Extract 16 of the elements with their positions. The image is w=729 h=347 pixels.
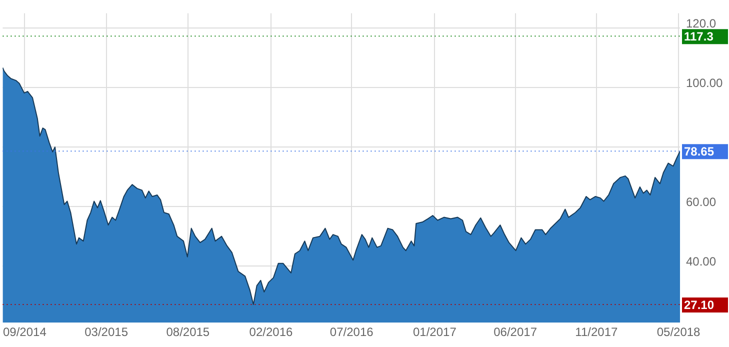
x-tick-label: 06/2017 <box>494 325 538 340</box>
y-tick-label: 100.00 <box>686 76 724 90</box>
x-tick-label: 01/2017 <box>412 325 457 340</box>
x-tick-label: 08/2015 <box>166 325 210 340</box>
y-tick-label: 60.00 <box>686 194 716 209</box>
x-tick-label: 05/2018 <box>656 325 701 340</box>
ref-line-label: 78.65 <box>684 144 714 158</box>
x-tick-label: 09/2014 <box>2 325 47 340</box>
ref-line-label: 117.3 <box>684 29 714 44</box>
y-tick-label: 40.00 <box>686 254 716 268</box>
x-tick-label: 11/2017 <box>575 325 618 340</box>
x-tick-label: 07/2016 <box>330 325 374 340</box>
x-tick-label: 03/2015 <box>84 325 128 340</box>
x-tick-label: 02/2016 <box>249 325 293 340</box>
y-tick-label: 120.0 <box>686 16 716 30</box>
ref-line-label: 27.10 <box>684 298 714 312</box>
